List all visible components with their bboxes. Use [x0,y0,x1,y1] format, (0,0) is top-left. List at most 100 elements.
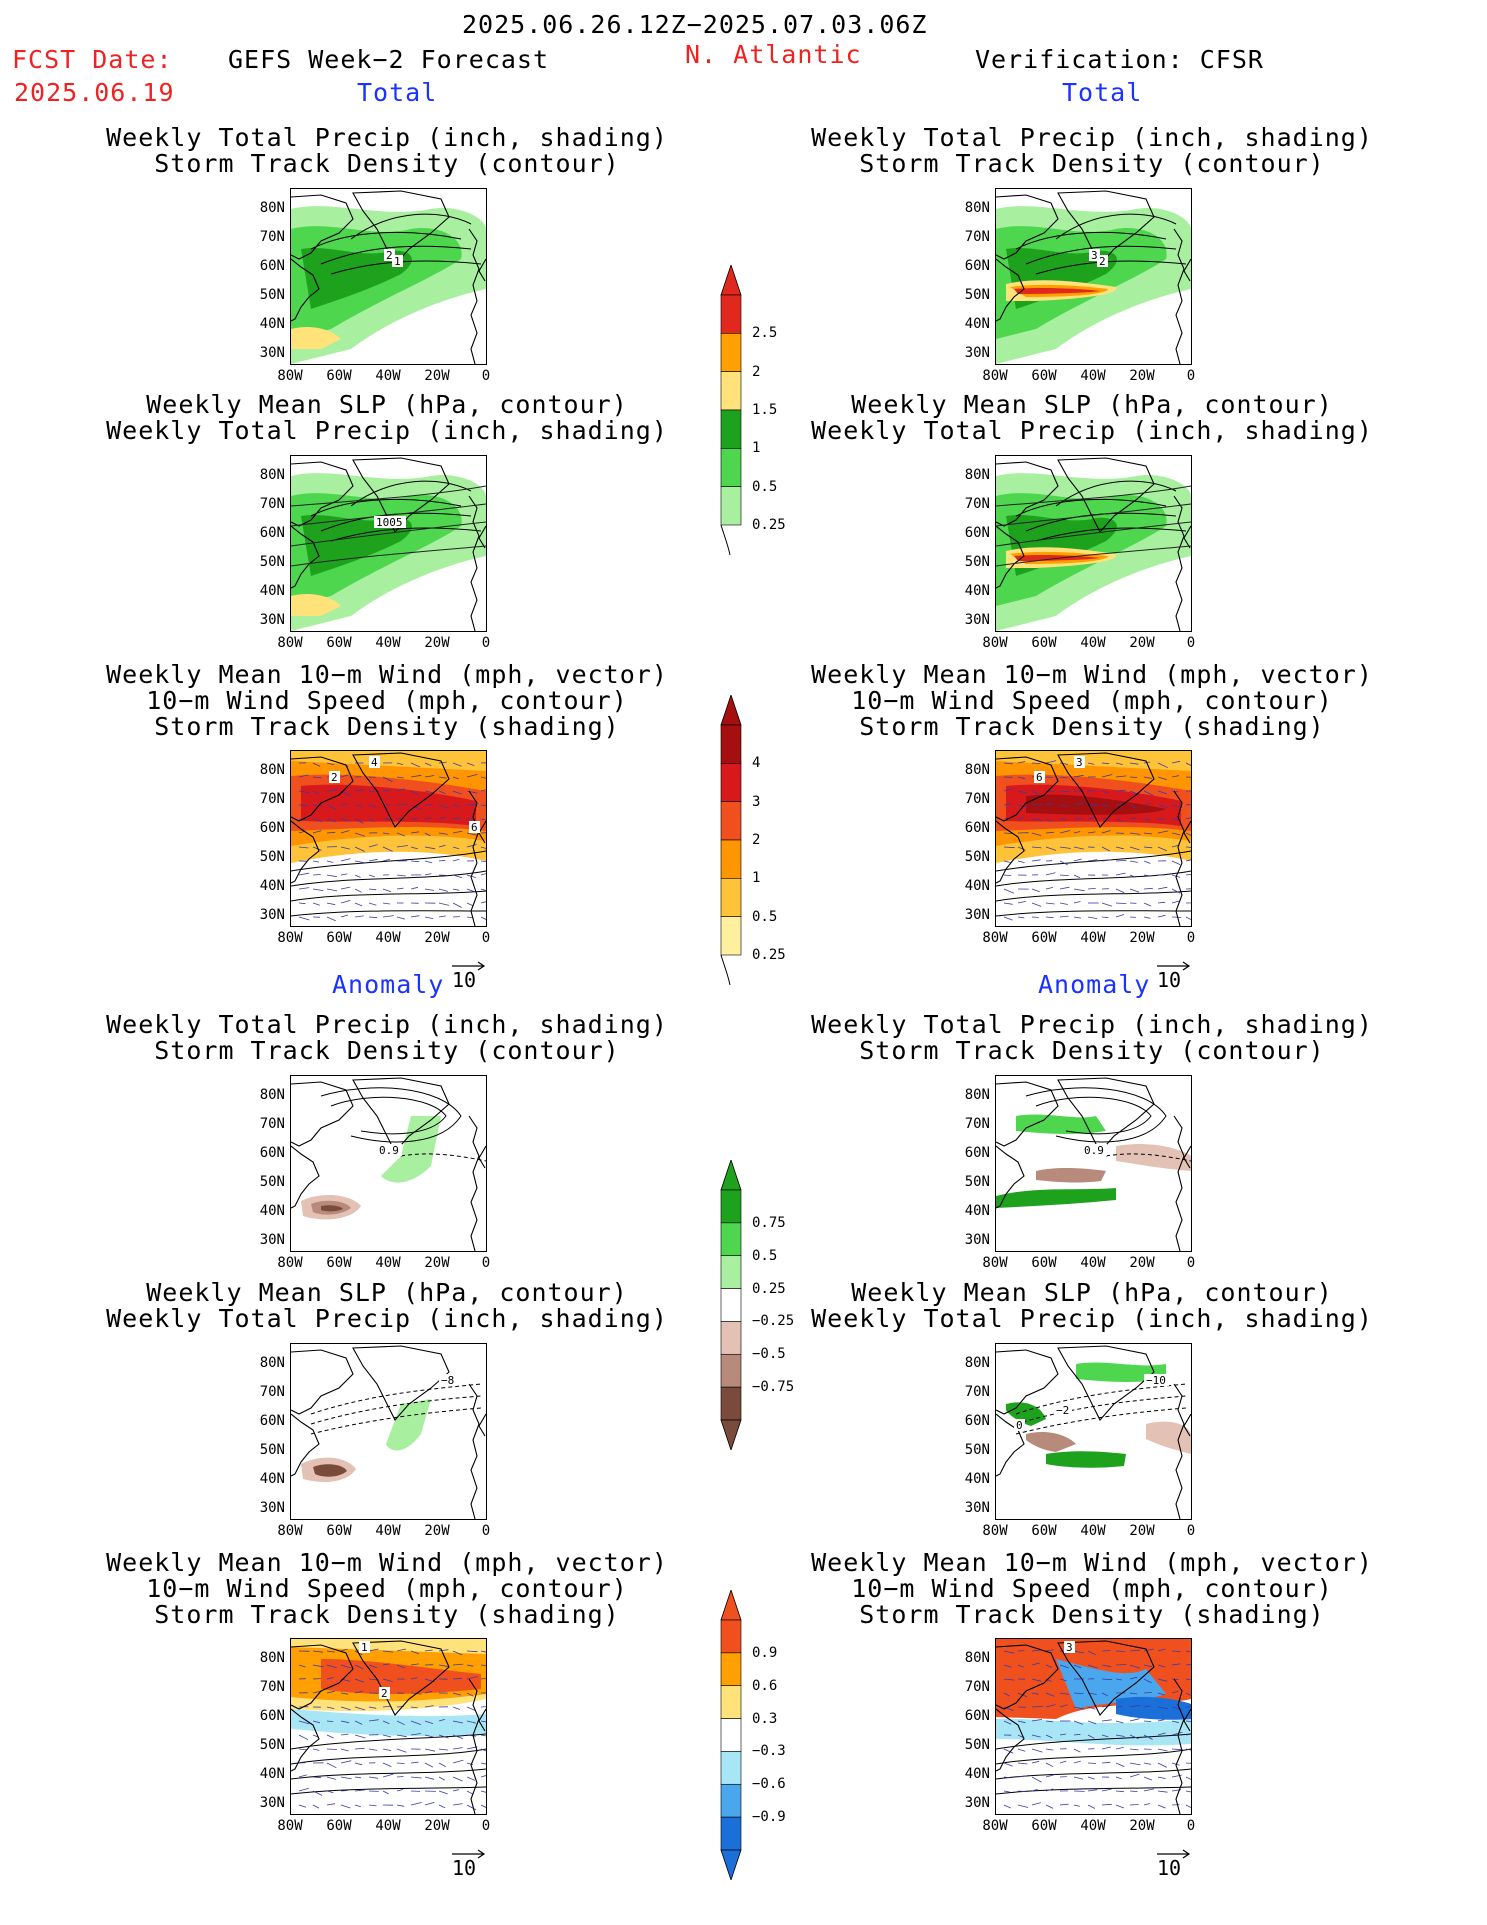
lon-tick-label: 0 [1186,930,1196,946]
lon-tick-label: 80W [982,635,1008,651]
colorbar-swatch [720,1189,742,1224]
vector-reference-arrow [1157,961,1191,971]
colorbar-swatch [720,1321,742,1355]
colorbar-swatch [720,1783,742,1818]
colorbar-swatch [720,801,742,841]
section-anomaly-right: Anomaly [1038,970,1151,999]
forecast-wind-track-map: 4 2 6 [290,750,487,927]
contour-label: −8 [439,1374,457,1387]
lat-tick-label: 70N [259,1116,285,1132]
panel-title-line: Weekly Mean SLP (hPa, contour) [146,390,628,419]
lat-tick-label: 60N [259,820,285,836]
lon-tick-label: 20W [424,1818,450,1834]
lon-tick-label: 80W [277,1818,303,1834]
lat-tick-label: 70N [964,496,990,512]
colorbar-label: 0.5 [752,478,778,495]
coastline [291,1077,486,1251]
precip-total-colorbar [720,265,742,555]
vector-reference-arrow [452,1849,486,1859]
lon-tick-label: 0 [1186,635,1196,651]
svg-text:−10: −10 [1146,1374,1166,1387]
contour-label: 4 [369,756,380,769]
lat-tick-label: 40N [259,316,285,332]
lat-tick-label: 30N [259,345,285,361]
verification-anom-precip-track-title: Weekly Total Precip (inch, shading) Storm… [742,1012,1442,1064]
lon-tick-label: 40W [1080,1255,1106,1271]
colorbar-label: 1 [752,870,761,887]
region-title: N. Atlantic [685,40,862,69]
contour-label: 6 [469,821,480,834]
verification-anom-wind-track-map: 3 [995,1638,1192,1815]
lon-tick-label: 0 [1186,1255,1196,1271]
wind-vectors [1003,1648,1191,1809]
lon-tick-label: 0 [1186,1523,1196,1539]
lat-tick-label: 80N [964,467,990,483]
svg-text:6: 6 [471,821,478,834]
panel-title-line: Weekly Mean SLP (hPa, contour) [851,390,1333,419]
wind-vectors [298,761,486,922]
map-plot: −10 0 −2 [996,1345,1191,1519]
colorbar-swatch [720,1652,742,1687]
forecast-precip-track-title: Weekly Total Precip (inch, shading) Storm… [37,125,737,177]
vector-reference-label: 10 [452,968,477,992]
colorbar-swatch [720,1718,742,1752]
lat-tick-label: 70N [964,1679,990,1695]
lon-tick-label: 80W [982,368,1008,384]
lon-tick-label: 20W [424,1523,450,1539]
contour-label: 3 [1064,1641,1075,1654]
vector-reference-label: 10 [1157,1856,1182,1880]
lat-tick-label: 60N [964,525,990,541]
verification-wind-track-title: Weekly Mean 10−m Wind (mph, vector) 10−m … [742,662,1442,740]
colorbar-swatch [720,1255,742,1289]
panel-title-line: Weekly Mean 10−m Wind (mph, vector) [811,1548,1373,1577]
colorbar-label: 0.25 [752,1280,786,1297]
colorbar-swatch [720,763,742,802]
panel-title-line: Weekly Total Precip (inch, shading) [811,1010,1373,1039]
panel-title-line: Storm Track Density (contour) [154,1036,620,1065]
svg-text:1005: 1005 [376,516,403,529]
lon-tick-label: 40W [1080,930,1106,946]
lon-tick-label: 60W [326,1255,352,1271]
svg-text:0.9: 0.9 [379,1144,399,1157]
colorbar-label: 1.5 [752,402,778,418]
verification-slp-precip-title: Weekly Mean SLP (hPa, contour) Weekly Tot… [742,392,1442,444]
colorbar-label: 0.5 [752,1247,778,1264]
contour-label: 1005 [374,516,406,529]
lon-tick-label: 60W [326,1523,352,1539]
lon-tick-label: 20W [1129,1818,1155,1834]
panel-title-line: Storm Track Density (contour) [154,149,620,178]
lat-tick-label: 70N [964,791,990,807]
section-total-left: Total [357,78,438,107]
wind-vectors [298,1648,486,1811]
panel-title-line: Storm Track Density (contour) [859,149,1325,178]
panel-title-line: Storm Track Density (contour) [859,1036,1325,1065]
svg-text:2: 2 [381,1687,388,1700]
lon-tick-label: 20W [424,930,450,946]
lon-tick-label: 60W [326,1818,352,1834]
contour-label: 2 [384,249,395,262]
colorbar-label: 3 [752,793,761,810]
contour-label: 1 [359,1641,370,1654]
lat-tick-label: 80N [259,762,285,778]
colorbar-label: −0.6 [752,1776,786,1793]
lon-tick-label: 0 [481,1818,491,1834]
lon-tick-label: 80W [277,1255,303,1271]
contour-label: 0.9 [1082,1144,1107,1157]
map-plot: 3 [996,1639,1191,1814]
lon-tick-label: 60W [1031,1818,1057,1834]
verification-anom-slp-precip-map: −10 0 −2 [995,1343,1192,1520]
lon-tick-label: 0 [1186,368,1196,384]
lat-tick-label: 70N [964,1384,990,1400]
colorbar-label: 2 [752,363,761,380]
colorbar-swatch [720,294,742,334]
panel-title-line: Weekly Mean 10−m Wind (mph, vector) [106,1548,668,1577]
colorbar-cap [720,1590,742,1621]
colorbar-label: −0.5 [752,1346,786,1363]
verification-anom-slp-precip-title: Weekly Mean SLP (hPa, contour) Weekly Tot… [742,1280,1442,1332]
colorbar-label: 0.75 [752,1214,786,1231]
colorbar-swatch [720,409,742,449]
panel-title-line: Storm Track Density (shading) [154,712,620,741]
lat-tick-label: 80N [964,1087,990,1103]
